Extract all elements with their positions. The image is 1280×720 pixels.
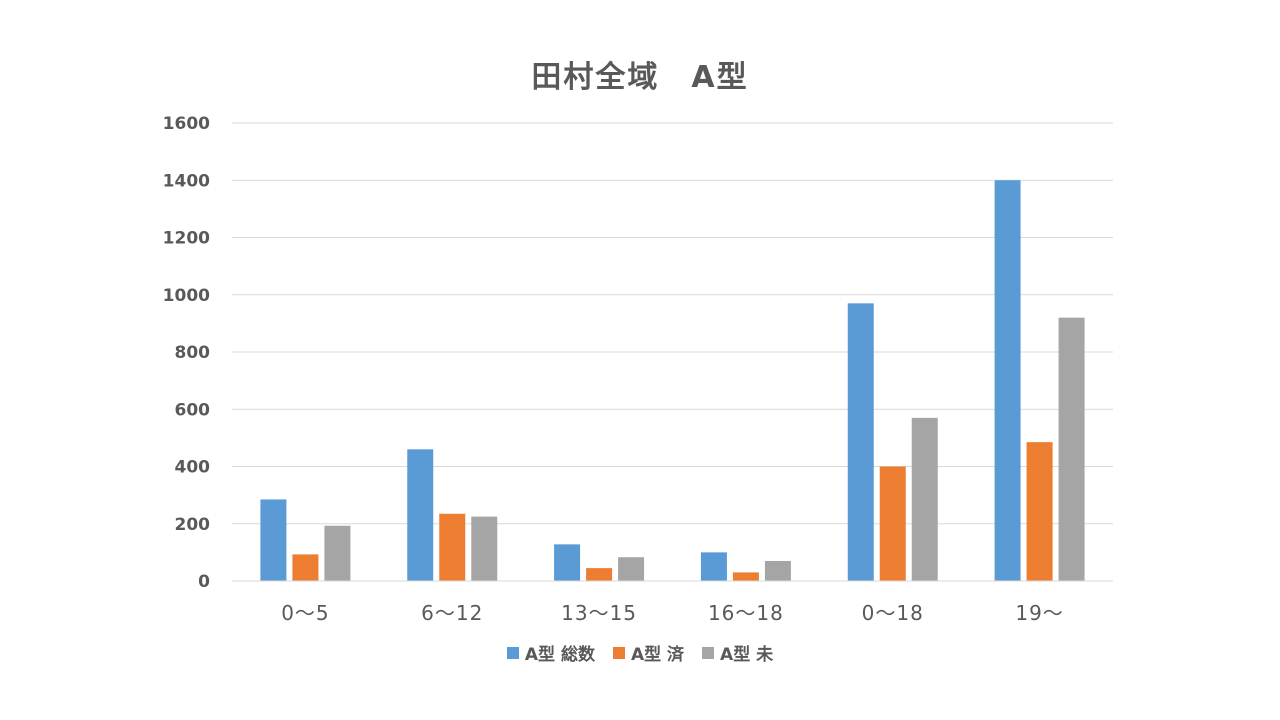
bar xyxy=(847,303,874,581)
bar xyxy=(260,499,287,581)
bar xyxy=(994,180,1021,581)
x-category-label: 16～18 xyxy=(708,601,784,625)
x-category-label: 13～15 xyxy=(561,601,637,625)
bar xyxy=(407,449,434,581)
y-tick-label: 1600 xyxy=(163,114,210,134)
x-category-label: 6～12 xyxy=(421,601,483,625)
bar xyxy=(439,513,466,581)
bar xyxy=(324,525,351,581)
gridlines xyxy=(232,122,1113,582)
x-category-label: 19～ xyxy=(1015,601,1063,625)
y-axis-ticks: 0 200 400 600 800 1000 1200 1400 1600 xyxy=(163,114,210,592)
legend-swatch xyxy=(506,646,519,659)
legend-label: A型 未 xyxy=(720,645,774,665)
bar xyxy=(732,572,759,581)
bar xyxy=(1058,317,1085,581)
bar xyxy=(879,466,906,581)
y-tick-label: 600 xyxy=(175,400,211,420)
legend-item: A型 総数 xyxy=(506,640,595,665)
legend: A型 総数 A型 済 A型 未 xyxy=(0,640,1280,665)
bar xyxy=(700,552,727,581)
legend-label: A型 総数 xyxy=(524,645,595,665)
bar xyxy=(618,557,645,581)
bar xyxy=(911,417,938,581)
bar xyxy=(292,554,319,581)
legend-swatch xyxy=(612,646,625,659)
bar xyxy=(1026,442,1053,581)
bar xyxy=(586,568,613,581)
y-tick-label: 0 xyxy=(198,572,210,592)
legend-item: A型 未 xyxy=(702,640,773,665)
legend-swatch xyxy=(702,646,715,659)
y-tick-label: 800 xyxy=(175,343,211,363)
x-category-label: 0～5 xyxy=(281,601,329,625)
legend-label: A型 済 xyxy=(630,645,685,665)
y-tick-label: 1000 xyxy=(163,286,210,306)
legend-item: A型 済 xyxy=(612,640,685,665)
chart-title: 田村全域 A型 xyxy=(531,60,749,95)
bar xyxy=(471,516,498,581)
y-tick-label: 1400 xyxy=(163,171,210,191)
y-tick-label: 200 xyxy=(175,515,211,535)
bars xyxy=(260,180,1085,581)
y-tick-label: 400 xyxy=(175,458,211,478)
bar xyxy=(764,560,791,581)
y-tick-label: 1200 xyxy=(163,229,210,249)
bar xyxy=(554,544,581,581)
x-axis: 0～5 6～12 13～15 16～18 0～18 19～ xyxy=(232,580,1113,625)
x-category-label: 0～18 xyxy=(862,601,924,625)
